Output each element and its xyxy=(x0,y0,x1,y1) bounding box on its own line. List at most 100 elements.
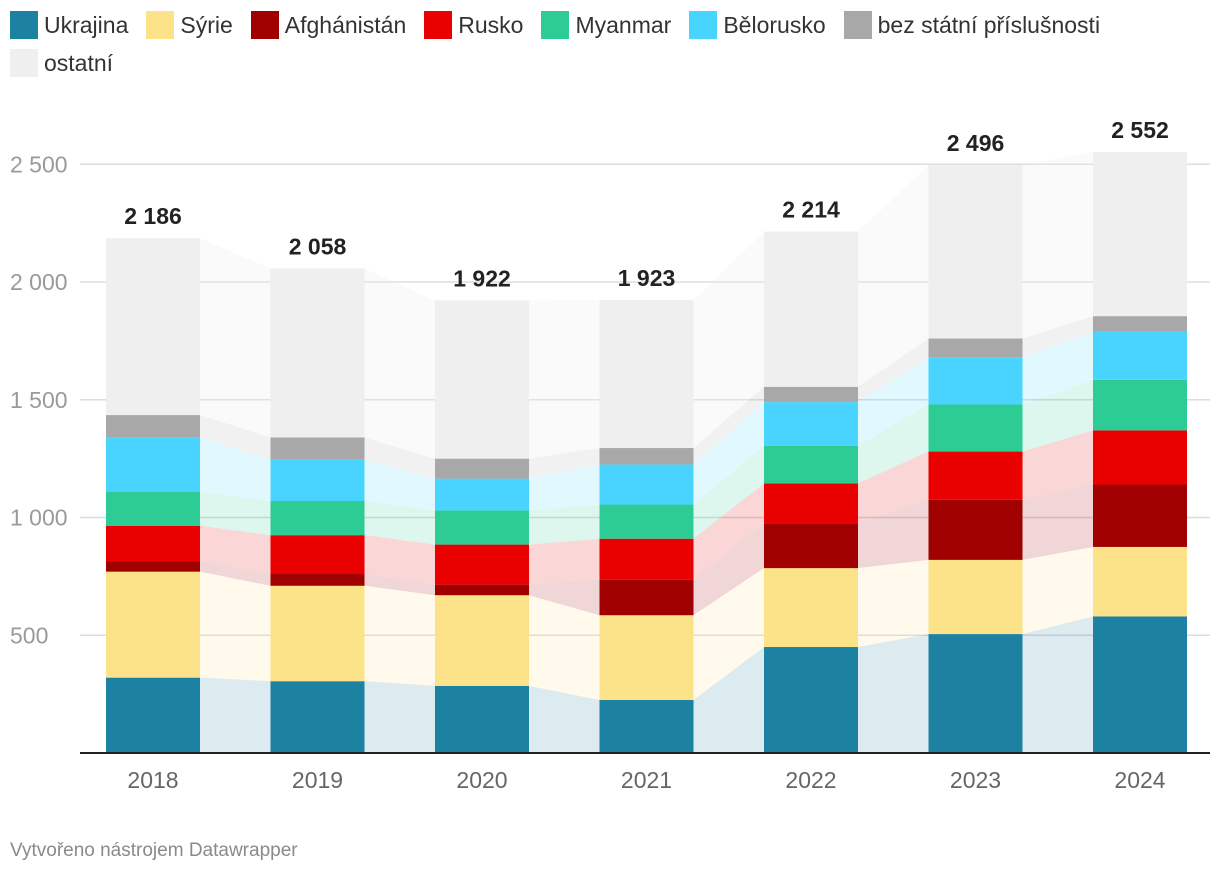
connector-band xyxy=(858,404,929,484)
footer-credit: Vytvořeno nástrojem Datawrapper xyxy=(10,840,298,861)
bar-segment xyxy=(270,459,365,502)
bar-segment xyxy=(928,634,1023,753)
bar-segment xyxy=(435,685,529,753)
connector-band xyxy=(200,571,271,682)
connector-band xyxy=(693,483,764,580)
x-tick-label: 2022 xyxy=(785,767,836,793)
total-label: 2 496 xyxy=(947,130,1005,156)
connector-band xyxy=(858,499,929,569)
bar-segment xyxy=(599,300,694,449)
x-tick-label: 2023 xyxy=(950,767,1001,793)
connector-band xyxy=(858,451,929,524)
legend-item: Myanmar xyxy=(541,10,671,40)
x-tick-label: 2020 xyxy=(456,767,507,793)
bar-segment xyxy=(435,544,529,585)
bar-segment xyxy=(106,238,200,416)
bar-segment xyxy=(928,559,1023,635)
legend-swatch xyxy=(541,11,570,39)
bar-segment xyxy=(1093,616,1187,753)
legend-swatch xyxy=(10,11,38,39)
label-layer: 500 1 000 1 500 2 000 2 500 2 186 2018 2 058 201… xyxy=(10,117,1210,793)
legend-item: Rusko xyxy=(424,10,523,40)
legend-label: Rusko xyxy=(458,11,524,38)
total-label: 2 214 xyxy=(782,197,840,223)
bar-segment xyxy=(106,677,200,753)
legend-swatch xyxy=(10,49,38,77)
bar-segment xyxy=(764,568,858,648)
bar-segment xyxy=(270,585,365,682)
connector-band xyxy=(1022,152,1093,339)
legend-label: Myanmar xyxy=(575,11,672,38)
connector-band xyxy=(1022,484,1093,560)
bar-segment xyxy=(599,448,694,465)
connector-band xyxy=(200,491,271,536)
y-tick-label: 1 000 xyxy=(10,505,68,531)
bar-segment xyxy=(270,681,365,753)
bar-segment xyxy=(1093,316,1187,332)
connector-band xyxy=(364,535,435,585)
bar-segment xyxy=(1093,484,1187,547)
bar-segment xyxy=(928,499,1023,560)
connector-band xyxy=(364,268,435,459)
connector-band xyxy=(200,677,271,753)
bar-segment xyxy=(106,561,200,572)
bar-segment xyxy=(270,268,365,438)
connector-band xyxy=(858,338,929,403)
x-tick-label: 2018 xyxy=(127,767,178,793)
connector-band xyxy=(529,538,600,585)
bar-segment xyxy=(764,445,858,484)
connector-band xyxy=(693,402,764,505)
bar-segment xyxy=(1093,546,1187,617)
connector-band xyxy=(529,300,600,459)
bar-segment xyxy=(106,525,200,562)
connector-band xyxy=(200,561,271,586)
legend-label: Afghánistán xyxy=(284,11,407,38)
connector-band xyxy=(1022,379,1093,452)
y-tick-label: 2 500 xyxy=(10,151,68,177)
connector-band xyxy=(529,579,600,616)
bar-segment xyxy=(599,579,694,616)
connector-band xyxy=(529,595,600,701)
connector-band xyxy=(364,437,435,479)
connector-band xyxy=(693,231,764,449)
connector-band xyxy=(1022,430,1093,500)
bar-segment xyxy=(106,415,200,438)
x-tick-label: 2019 xyxy=(292,767,343,793)
bar-segment xyxy=(106,571,200,678)
bar-segment xyxy=(599,464,694,505)
bar-segment xyxy=(270,574,365,586)
legend-swatch xyxy=(250,11,279,39)
bar-segment xyxy=(599,615,694,701)
total-label: 1 923 xyxy=(618,265,676,291)
total-label: 2 186 xyxy=(124,203,182,229)
connector-band xyxy=(529,464,600,511)
connector-band xyxy=(1022,331,1093,405)
bar-segment xyxy=(435,478,529,511)
legend-item: Ukrajina xyxy=(10,10,128,40)
x-tick-label: 2024 xyxy=(1114,767,1165,793)
connector-band xyxy=(364,501,435,545)
bar-segment xyxy=(270,501,365,536)
bar-segment xyxy=(106,491,200,526)
connector-band xyxy=(529,685,600,753)
bar-layer xyxy=(106,152,1187,753)
bar-segment xyxy=(599,538,694,580)
connector-band xyxy=(693,386,764,465)
chart: 500 1 000 1 500 2 000 2 500 2 186 2018 2 058 201… xyxy=(10,117,1210,793)
bar-segment xyxy=(928,165,1023,339)
legend-item: Sýrie xyxy=(146,10,233,40)
bar-segment xyxy=(599,700,694,753)
connector-band xyxy=(693,445,764,539)
bar-segment xyxy=(435,595,529,686)
bar-segment xyxy=(106,437,200,492)
connector-band xyxy=(858,357,929,446)
connector-band xyxy=(200,238,271,438)
connector-band xyxy=(529,504,600,545)
legend-swatch xyxy=(424,11,453,39)
legend-label: Ukrajina xyxy=(44,11,129,38)
bar-segment xyxy=(928,338,1023,358)
connector-band xyxy=(200,437,271,502)
legend-swatch xyxy=(146,11,175,39)
legend-label: bez státní příslušnosti xyxy=(877,11,1101,38)
bar-segment xyxy=(764,483,858,524)
